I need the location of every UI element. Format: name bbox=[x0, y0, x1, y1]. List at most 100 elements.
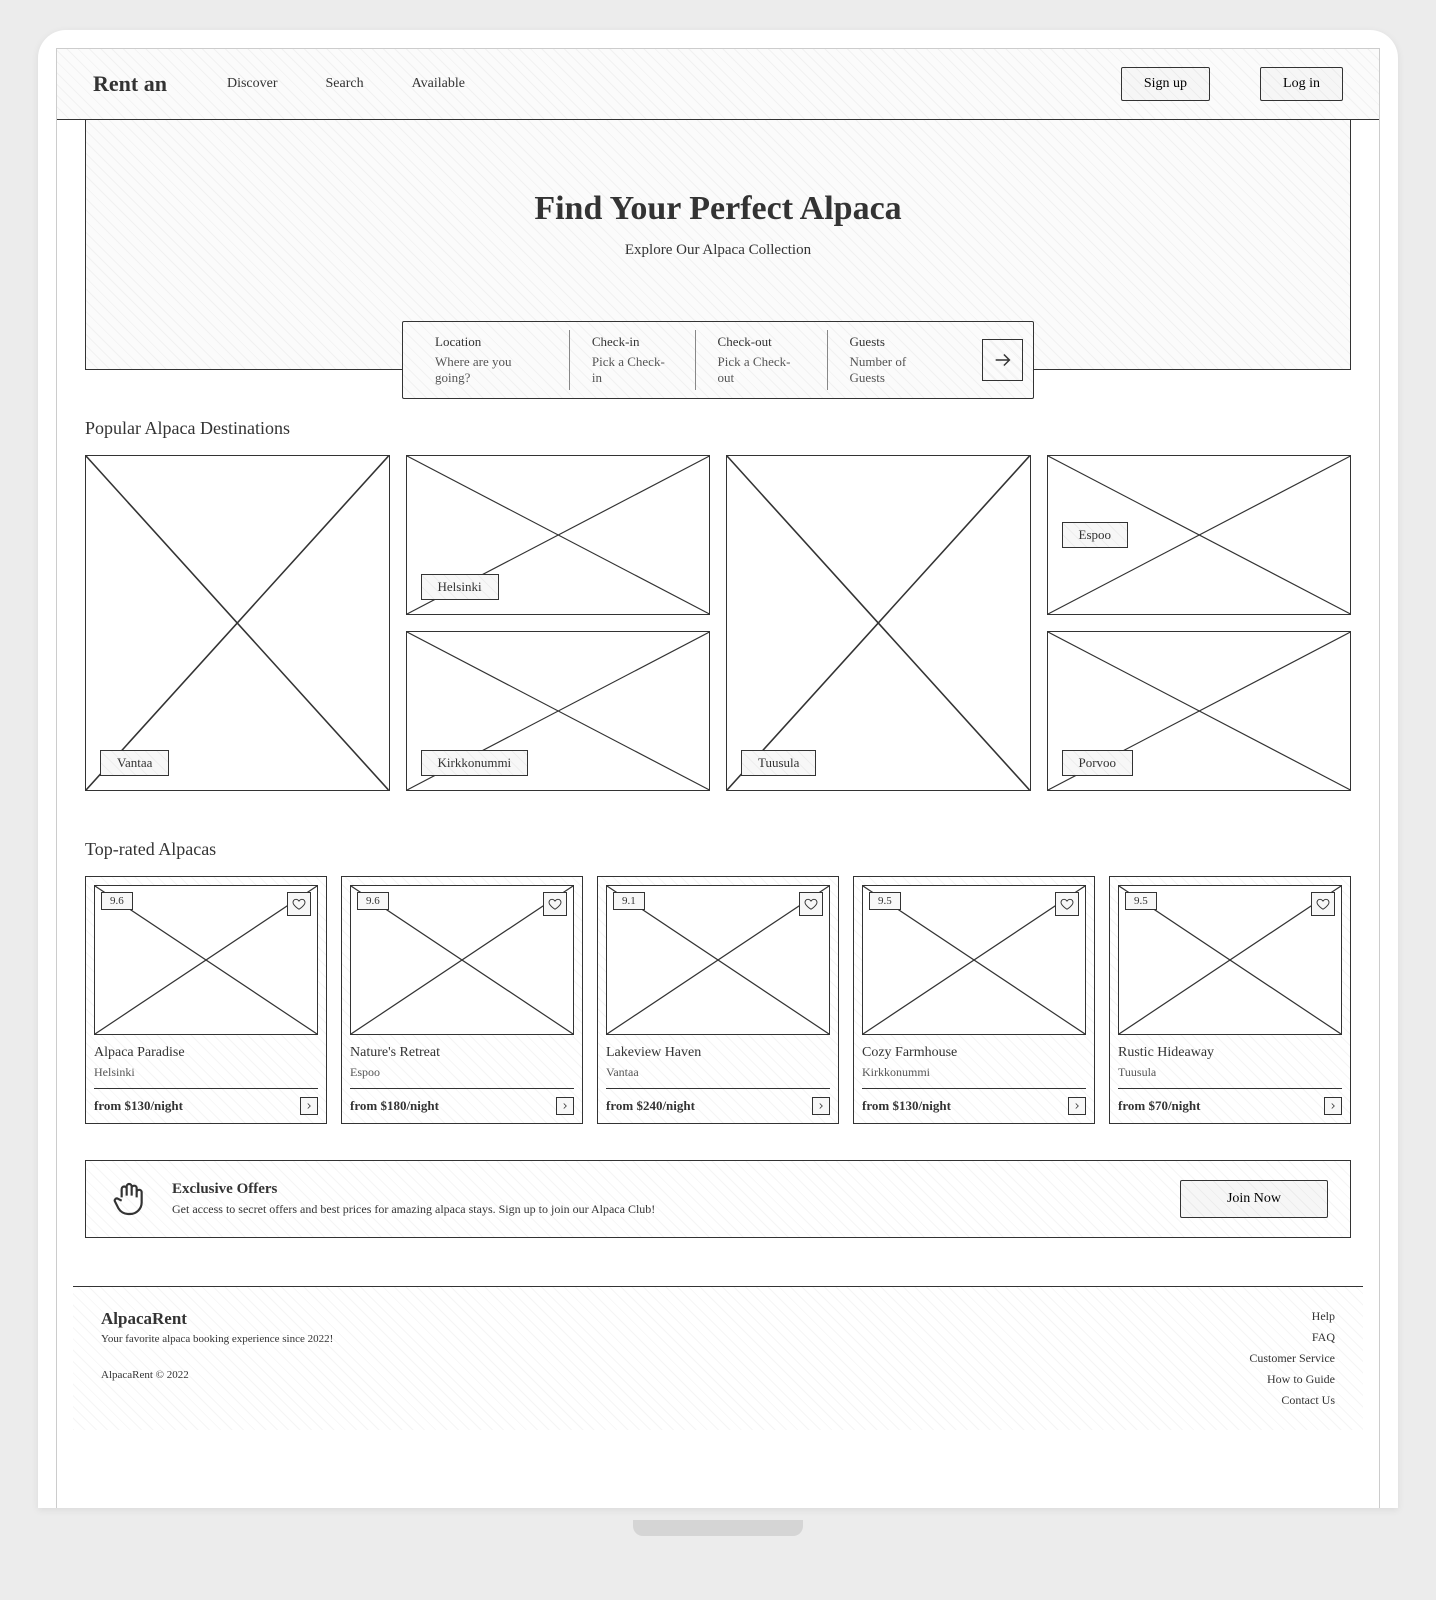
listing-price: from $130/night bbox=[94, 1098, 183, 1114]
search-checkout[interactable]: Check-out Pick a Check-out bbox=[695, 330, 827, 390]
footer-link-help[interactable]: Help bbox=[1249, 1309, 1335, 1324]
listing-card[interactable]: 9.6 Nature's Retreat Espoo from $180/nig… bbox=[341, 876, 583, 1124]
heart-icon bbox=[1060, 897, 1074, 911]
search-guests-placeholder: Number of Guests bbox=[850, 354, 943, 386]
favorite-button[interactable] bbox=[287, 892, 311, 916]
listing-card[interactable]: 9.6 Alpaca Paradise Helsinki from $130/n… bbox=[85, 876, 327, 1124]
footer-link-guide[interactable]: How to Guide bbox=[1249, 1372, 1335, 1387]
placeholder-x-icon bbox=[86, 456, 389, 790]
toprated-section: Top-rated Alpacas 9.6 Alpaca Paradise He… bbox=[57, 791, 1379, 1124]
nav-available[interactable]: Available bbox=[412, 76, 465, 92]
brand-logo[interactable]: Rent an bbox=[93, 71, 167, 97]
rating-badge: 9.5 bbox=[1125, 892, 1157, 910]
placeholder-x-icon bbox=[727, 456, 1030, 790]
listing-open-button[interactable] bbox=[1068, 1097, 1086, 1115]
search-bar: Location Where are you going? Check-in P… bbox=[402, 321, 1034, 399]
footer-link-contact[interactable]: Contact Us bbox=[1249, 1393, 1335, 1408]
listing-footer: from $240/night bbox=[606, 1088, 830, 1115]
listing-price: from $130/night bbox=[862, 1098, 951, 1114]
search-checkin[interactable]: Check-in Pick a Check-in bbox=[569, 330, 695, 390]
search-location-placeholder: Where are you going? bbox=[435, 354, 547, 386]
destination-tile-espoo[interactable]: Espoo bbox=[1047, 455, 1352, 615]
login-button[interactable]: Log in bbox=[1260, 67, 1343, 101]
listing-name: Cozy Farmhouse bbox=[862, 1045, 1086, 1061]
rating-badge: 9.6 bbox=[101, 892, 133, 910]
search-location[interactable]: Location Where are you going? bbox=[413, 330, 569, 390]
search-checkout-label: Check-out bbox=[718, 334, 805, 350]
destinations-grid: Vantaa Helsinki Kirkkonummi Tuusula Espo… bbox=[85, 455, 1351, 791]
join-now-button[interactable]: Join Now bbox=[1180, 1180, 1328, 1218]
offers-banner: Exclusive Offers Get access to secret of… bbox=[85, 1160, 1351, 1238]
listing-card[interactable]: 9.5 Cozy Farmhouse Kirkkonummi from $130… bbox=[853, 876, 1095, 1124]
rating-badge: 9.1 bbox=[613, 892, 645, 910]
listing-name: Alpaca Paradise bbox=[94, 1045, 318, 1061]
listing-footer: from $180/night bbox=[350, 1088, 574, 1115]
listing-card[interactable]: 9.1 Lakeview Haven Vantaa from $240/nigh… bbox=[597, 876, 839, 1124]
destination-label: Helsinki bbox=[421, 574, 499, 600]
destination-tile-vantaa[interactable]: Vantaa bbox=[85, 455, 390, 791]
listing-open-button[interactable] bbox=[556, 1097, 574, 1115]
listing-name: Nature's Retreat bbox=[350, 1045, 574, 1061]
heart-icon bbox=[1316, 897, 1330, 911]
footer-left: AlpacaRent Your favorite alpaca booking … bbox=[101, 1309, 333, 1408]
topbar: Rent an Discover Search Available Sign u… bbox=[57, 49, 1379, 120]
destination-tile-helsinki[interactable]: Helsinki bbox=[406, 455, 711, 615]
listing-image: 9.6 bbox=[350, 885, 574, 1035]
signup-button[interactable]: Sign up bbox=[1121, 67, 1210, 101]
screen: Rent an Discover Search Available Sign u… bbox=[56, 48, 1380, 1508]
destination-tile-tuusula[interactable]: Tuusula bbox=[726, 455, 1031, 791]
search-location-label: Location bbox=[435, 334, 547, 350]
favorite-button[interactable] bbox=[799, 892, 823, 916]
destination-tile-kirkkonummi[interactable]: Kirkkonummi bbox=[406, 631, 711, 791]
search-guests[interactable]: Guests Number of Guests bbox=[827, 330, 965, 390]
chevron-right-icon bbox=[1072, 1101, 1082, 1111]
device-frame: Rent an Discover Search Available Sign u… bbox=[38, 30, 1398, 1508]
footer-tagline: Your favorite alpaca booking experience … bbox=[101, 1333, 333, 1345]
hero-title: Find Your Perfect Alpaca bbox=[86, 190, 1350, 228]
footer-copyright: AlpacaRent © 2022 bbox=[101, 1369, 333, 1381]
listing-image: 9.1 bbox=[606, 885, 830, 1035]
offers-text: Exclusive Offers Get access to secret of… bbox=[172, 1181, 655, 1217]
listing-name: Lakeview Haven bbox=[606, 1045, 830, 1061]
nav-discover[interactable]: Discover bbox=[227, 76, 278, 92]
favorite-button[interactable] bbox=[543, 892, 567, 916]
favorite-button[interactable] bbox=[1055, 892, 1079, 916]
hero: Find Your Perfect Alpaca Explore Our Alp… bbox=[85, 120, 1351, 370]
listing-image: 9.5 bbox=[862, 885, 1086, 1035]
footer-link-faq[interactable]: FAQ bbox=[1249, 1330, 1335, 1345]
search-submit-button[interactable] bbox=[982, 339, 1023, 381]
search-checkin-label: Check-in bbox=[592, 334, 673, 350]
footer: AlpacaRent Your favorite alpaca booking … bbox=[73, 1286, 1363, 1430]
toprated-grid: 9.6 Alpaca Paradise Helsinki from $130/n… bbox=[85, 876, 1351, 1124]
listing-location: Espoo bbox=[350, 1065, 574, 1080]
nav-search[interactable]: Search bbox=[326, 76, 364, 92]
listing-open-button[interactable] bbox=[812, 1097, 830, 1115]
destination-label: Espoo bbox=[1062, 522, 1129, 548]
offers-description: Get access to secret offers and best pri… bbox=[172, 1202, 655, 1217]
listing-open-button[interactable] bbox=[1324, 1097, 1342, 1115]
hand-icon bbox=[108, 1177, 152, 1221]
favorite-button[interactable] bbox=[1311, 892, 1335, 916]
listing-footer: from $130/night bbox=[862, 1088, 1086, 1115]
search-checkin-placeholder: Pick a Check-in bbox=[592, 354, 673, 386]
listing-card[interactable]: 9.5 Rustic Hideaway Tuusula from $70/nig… bbox=[1109, 876, 1351, 1124]
footer-links: Help FAQ Customer Service How to Guide C… bbox=[1249, 1309, 1335, 1408]
destinations-section: Popular Alpaca Destinations Vantaa Helsi… bbox=[57, 370, 1379, 791]
destination-label: Tuusula bbox=[741, 750, 816, 776]
hero-subtitle: Explore Our Alpaca Collection bbox=[86, 242, 1350, 259]
listing-location: Kirkkonummi bbox=[862, 1065, 1086, 1080]
chevron-right-icon bbox=[1328, 1101, 1338, 1111]
destination-tile-porvoo[interactable]: Porvoo bbox=[1047, 631, 1352, 791]
listing-image: 9.5 bbox=[1118, 885, 1342, 1035]
listing-location: Helsinki bbox=[94, 1065, 318, 1080]
chevron-right-icon bbox=[304, 1101, 314, 1111]
listing-price: from $240/night bbox=[606, 1098, 695, 1114]
listing-name: Rustic Hideaway bbox=[1118, 1045, 1342, 1061]
footer-link-service[interactable]: Customer Service bbox=[1249, 1351, 1335, 1366]
listing-open-button[interactable] bbox=[300, 1097, 318, 1115]
rating-badge: 9.6 bbox=[357, 892, 389, 910]
chevron-right-icon bbox=[816, 1101, 826, 1111]
footer-brand: AlpacaRent bbox=[101, 1309, 333, 1329]
destinations-title: Popular Alpaca Destinations bbox=[85, 418, 1351, 439]
toprated-title: Top-rated Alpacas bbox=[85, 839, 1351, 860]
